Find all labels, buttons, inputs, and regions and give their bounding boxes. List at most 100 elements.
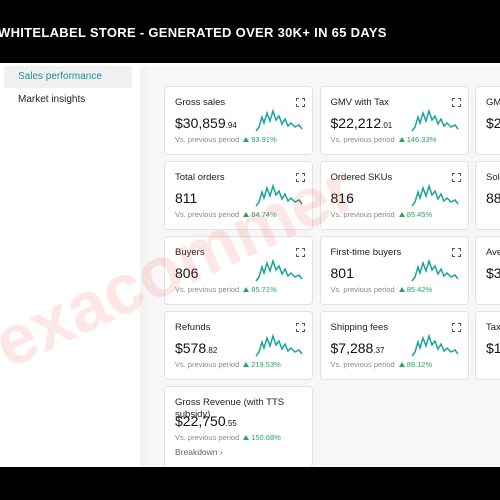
bottom-bar [0,467,500,500]
expand-icon[interactable] [296,98,305,107]
compare-label: Vs. previous period [330,285,395,294]
metric-card: Ave $3 [475,236,500,305]
card-title: Sol [486,172,500,183]
value-main: $7,288 [330,340,374,356]
value-main: 806 [175,265,199,281]
sparkline [255,183,303,207]
expand-icon[interactable] [296,323,305,332]
change-value: 89.12% [406,360,433,369]
metric-card: Refunds $578.82 Vs. previous period 219.53% [164,311,313,380]
value-cents: .94 [225,121,237,130]
card-value: $22,212.01 [331,115,393,131]
card-title: Total orders [175,172,225,183]
up-arrow [243,287,250,292]
value-main: $22,212 [330,115,382,131]
card-value: 806 [175,265,198,281]
banner-title: WHITELABEL STORE - GENERATED OVER 30K+ I… [0,25,387,40]
comparison: Vs. previous period 146.33% [331,135,437,144]
card-value: $22,750.55 [175,413,237,429]
value-main: $578 [175,340,207,356]
comparison: Vs. previous period 150.68% [175,433,281,442]
compare-label: Vs. previous period [175,360,240,369]
card-value: $7,288.37 [331,340,385,356]
card-value: 801 [331,265,354,281]
card-value: 811 [175,190,197,206]
compare-label: Vs. previous period [175,210,240,219]
card-title: Gross Revenue (with TTS subsidy) [175,397,285,420]
up-arrow [243,137,250,142]
compare-label: Vs. previous period [175,135,240,144]
card-title: Buyers [175,247,205,258]
card-value: $578.82 [175,340,217,356]
up-arrow [243,435,250,440]
main: Gross sales $30,859.94 Vs. previous period… [148,66,500,468]
card-title: GM [486,97,500,108]
metric-card: GMV with Tax $22,212.01 Vs. previous perio… [319,86,469,155]
metric-card: Buyers 806 Vs. previous period 85.71% [164,236,313,305]
sparkline [255,108,303,132]
comparison: Vs. previous period 85.45% [331,210,433,219]
nav-item[interactable]: Sales performance [4,66,132,88]
comparison: Vs. previous period 84.74% [175,210,277,219]
compare-label: Vs. previous period [175,285,240,294]
up-arrow [398,137,405,142]
change-value: 85.42% [406,285,433,294]
breakdown-link[interactable]: Breakdown › [175,447,223,457]
up-arrow [243,362,250,367]
sparkline [410,108,459,132]
value-main: $2 [486,115,500,131]
nav-item[interactable]: Market insights [18,94,86,105]
metric-card: Sol 88 [475,161,500,230]
metric-card: Total orders 811 Vs. previous period 84.74% [164,161,313,230]
change-value: 93.91% [251,135,277,144]
expand-icon[interactable] [451,98,461,107]
value-cents: .37 [373,346,385,355]
expand-icon[interactable] [451,248,461,257]
change-value: 84.74% [251,210,277,219]
metric-card: Gross Revenue (with TTS subsidy) $22,750.… [164,386,313,468]
up-arrow [398,362,405,367]
expand-icon[interactable] [296,173,305,182]
value-cents: .82 [206,346,218,355]
comparison: Vs. previous period 85.42% [331,285,433,294]
value-main: $3 [486,265,500,281]
card-value: 88 [486,190,500,206]
compare-label: Vs. previous period [330,360,395,369]
value-cents: .55 [225,419,237,428]
comparison: Vs. previous period 93.91% [175,135,277,144]
metric-card: GM $2 [475,86,500,155]
value-main: 811 [175,190,198,206]
sparkline [255,333,303,357]
change-value: 85.71% [251,285,277,294]
change-value: 146.33% [406,135,437,144]
value-main: $22,750 [175,413,226,429]
compare-label: Vs. previous period [330,210,395,219]
sparkline [410,183,459,207]
card-value: 816 [331,190,354,206]
comparison: Vs. previous period 89.12% [331,360,433,369]
expand-icon[interactable] [451,323,461,332]
value-main: $30,859 [175,115,226,131]
metric-card: Tax $1, [475,311,500,380]
expand-icon[interactable] [451,173,461,182]
sidebar: Sales performance Market insights [0,66,140,467]
card-title: Ave [486,247,500,258]
comparison: Vs. previous period 85.71% [175,285,277,294]
value-cents: .01 [381,121,393,130]
expand-icon[interactable] [296,248,305,257]
comparison: Vs. previous period 219.53% [175,360,281,369]
card-title: GMV with Tax [330,97,389,108]
value-main: 816 [330,190,354,206]
metric-card: Gross sales $30,859.94 Vs. previous period… [164,86,313,155]
value-main: 88 [486,190,500,206]
up-arrow [398,287,405,292]
card-title: First-time buyers [330,247,402,258]
card-title: Shipping fees [330,322,389,333]
value-main: $1, [486,340,500,356]
up-arrow [398,212,405,217]
card-value: $2 [486,115,500,131]
change-value: 85.45% [406,210,433,219]
card-title: Ordered SKUs [330,172,393,183]
card-value: $30,859.94 [175,115,237,131]
